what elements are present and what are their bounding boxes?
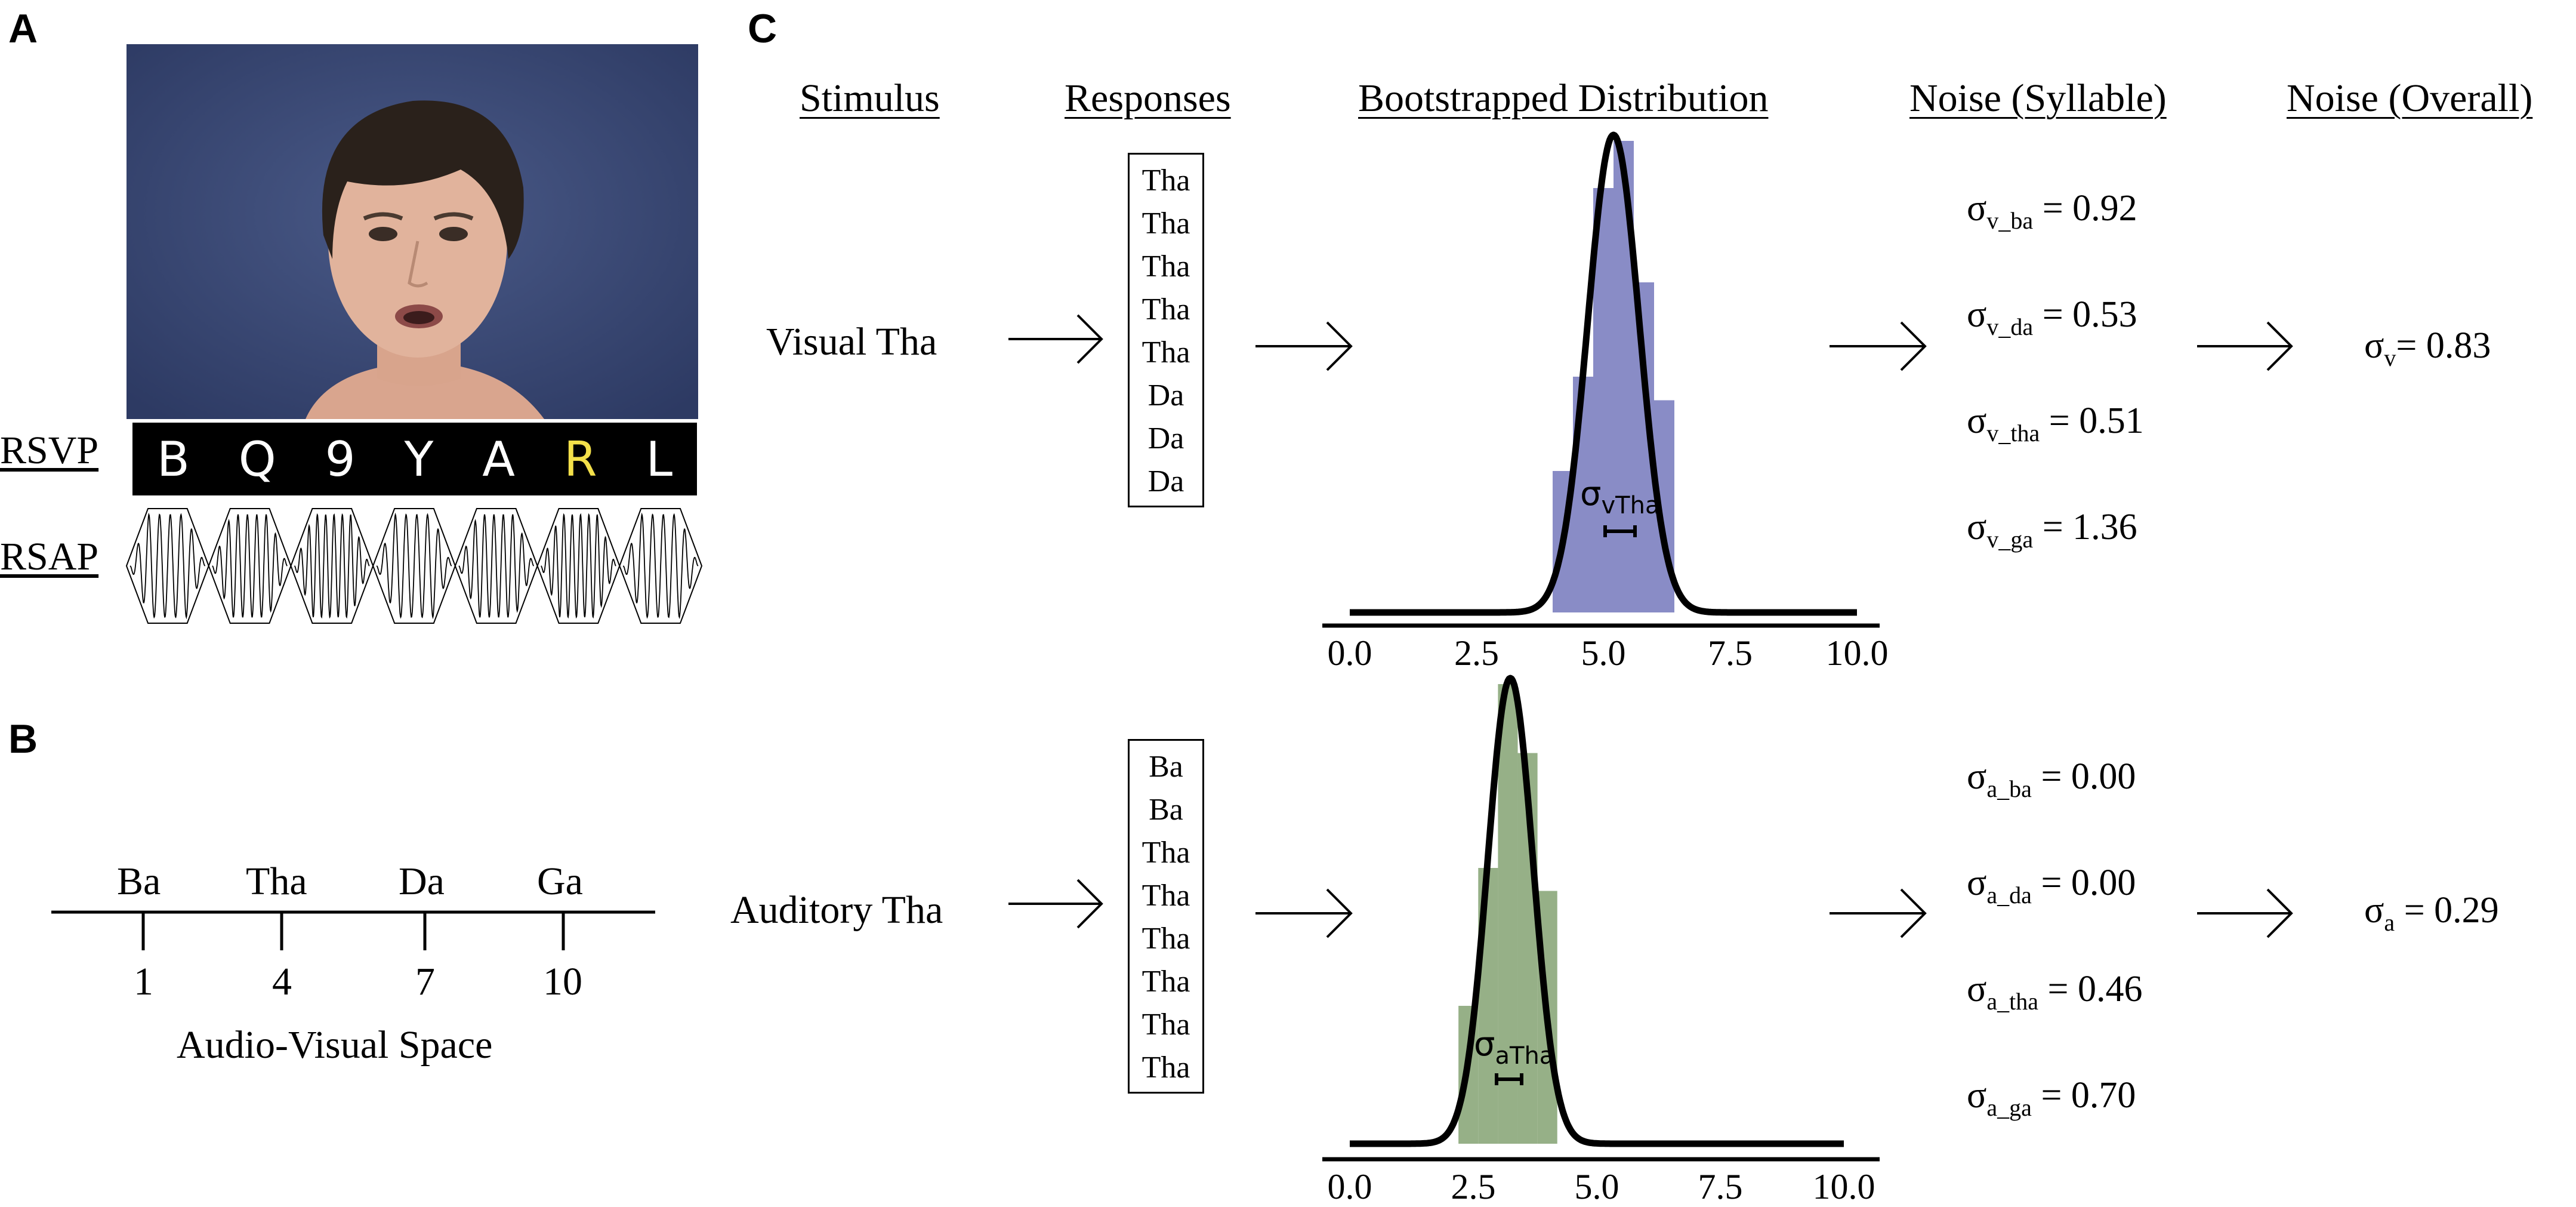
histogram-bar	[1498, 684, 1518, 1144]
arrow-icon	[1255, 321, 1353, 371]
panel-label-b: B	[8, 716, 38, 762]
rsvp-letter: A	[482, 431, 516, 487]
x-tick-label: 2.5	[1454, 633, 1499, 673]
header-responses: Responses	[1065, 76, 1231, 120]
fit-curve	[1347, 675, 1846, 1147]
rsap-waveform	[208, 508, 292, 624]
histogram-bar	[1553, 471, 1573, 612]
sigma-vtha-label: σvTha	[1580, 475, 1660, 519]
response-item: Tha	[1142, 250, 1190, 284]
syllable-label-ba: Ba	[117, 860, 161, 903]
rsap-waveform	[619, 508, 703, 624]
response-item: Tha	[1142, 965, 1190, 999]
arrow-icon	[1830, 321, 1927, 371]
syllable-label-tha: Tha	[246, 860, 307, 903]
response-item: Tha	[1142, 879, 1190, 913]
noise-v-tha: σv_tha = 0.51	[1967, 401, 2144, 447]
response-item: Da	[1147, 464, 1184, 498]
noise-a-da: σa_da = 0.00	[1967, 863, 2136, 909]
rsvp-letter-stream: B Q 9 Y A R L	[132, 423, 697, 495]
arrow-icon	[1008, 314, 1103, 364]
response-item: Da	[1147, 378, 1184, 412]
x-tick-label: 2.5	[1451, 1167, 1496, 1206]
header-noise-overall: Noise (Overall)	[2287, 76, 2533, 120]
noise-v-ga: σv_ga = 1.36	[1967, 507, 2137, 553]
panel-label-c: C	[748, 6, 778, 51]
sigma-error-bar	[1603, 525, 1637, 537]
rsap-waveform	[290, 508, 374, 624]
rsap-waveform	[536, 508, 621, 624]
x-tick-label: 10.0	[1813, 1167, 1875, 1206]
x-tick-label: 5.0	[1581, 633, 1626, 673]
rsap-waveform	[125, 508, 209, 624]
sigma-atha-label: σaTha	[1474, 1025, 1554, 1070]
rsvp-letter: Y	[404, 431, 434, 487]
response-item: Da	[1147, 421, 1184, 455]
distribution-visual: 0.0 2.5 5.0 7.5 10.0	[1322, 131, 1889, 673]
noise-overall-a: σa = 0.29	[2364, 890, 2499, 936]
stimulus-auditory-tha: Auditory Tha	[730, 888, 943, 932]
header-distribution: Bootstrapped Distribution	[1358, 76, 1769, 120]
rsap-label: RSAP	[0, 535, 99, 578]
histogram-bar	[1517, 753, 1538, 1144]
histogram-bar	[1614, 141, 1634, 612]
histogram-bar	[1593, 188, 1614, 612]
histogram-bar	[1478, 868, 1498, 1144]
x-tick-label: 0.0	[1328, 633, 1372, 673]
noise-a-ba: σa_ba = 0.00	[1967, 756, 2136, 802]
noise-a-tha: σa_tha = 0.46	[1967, 969, 2143, 1015]
response-item: Tha	[1142, 164, 1190, 198]
rsap-waveform	[372, 508, 456, 624]
arrow-icon	[1255, 888, 1353, 938]
noise-a-ga: σa_ga = 0.70	[1967, 1075, 2136, 1121]
responses-list-visual: Tha Tha Tha Tha Tha Da Da Da	[1128, 153, 1204, 507]
fit-curve	[1347, 131, 1859, 616]
stimulus-visual-tha: Visual Tha	[766, 320, 937, 364]
response-item: Ba	[1149, 793, 1183, 827]
arrow-icon	[2197, 888, 2293, 938]
response-item: Tha	[1142, 1051, 1190, 1085]
tick-label: 10	[543, 960, 582, 1003]
x-tick-label: 7.5	[1698, 1167, 1743, 1206]
rsvp-label: RSVP	[0, 429, 99, 472]
rsvp-letter: B	[156, 431, 190, 487]
rsvp-letter: Q	[238, 431, 276, 487]
x-tick-label: 7.5	[1708, 633, 1753, 673]
tick-label: 1	[134, 960, 153, 1003]
response-item: Tha	[1142, 836, 1190, 870]
response-item: Tha	[1142, 207, 1190, 241]
distribution-auditory: 0.0 2.5 5.0 7.5 10.0	[1322, 675, 1880, 1206]
response-item: Tha	[1142, 922, 1190, 956]
response-item: Tha	[1142, 292, 1190, 327]
speaker-face-image	[127, 44, 698, 419]
tick-label: 7	[415, 960, 435, 1003]
response-item: Tha	[1142, 335, 1190, 370]
x-tick-label: 5.0	[1575, 1167, 1619, 1206]
rsap-waveform	[454, 508, 538, 624]
responses-list-auditory: Ba Ba Tha Tha Tha Tha Tha Tha	[1128, 739, 1204, 1094]
header-noise-syllable: Noise (Syllable)	[1909, 76, 2167, 120]
sigma-error-bar	[1495, 1073, 1523, 1085]
x-tick-label: 10.0	[1826, 633, 1889, 673]
syllable-label-da: Da	[399, 860, 445, 903]
response-item: Ba	[1149, 750, 1183, 784]
rsvp-letter-highlight: R	[563, 431, 597, 487]
syllable-label-ga: Ga	[537, 860, 583, 903]
tick-label: 4	[272, 960, 292, 1003]
axis-title: Audio-Visual Space	[177, 1023, 493, 1067]
noise-v-da: σv_da = 0.53	[1967, 294, 2137, 340]
histogram-bar	[1634, 282, 1654, 612]
noise-v-ba: σv_ba = 0.92	[1967, 188, 2137, 234]
x-tick-label: 0.0	[1328, 1167, 1372, 1206]
rsvp-letter: L	[646, 431, 673, 487]
header-stimulus: Stimulus	[800, 76, 940, 120]
noise-overall-v: σv= 0.83	[2364, 325, 2491, 371]
response-item: Tha	[1142, 1008, 1190, 1042]
arrow-icon	[2197, 321, 2293, 371]
panel-label-a: A	[8, 6, 38, 51]
rsvp-letter: 9	[325, 431, 356, 487]
histogram-bar	[1537, 891, 1557, 1144]
arrow-icon	[1008, 879, 1103, 929]
arrow-icon	[1830, 888, 1927, 938]
